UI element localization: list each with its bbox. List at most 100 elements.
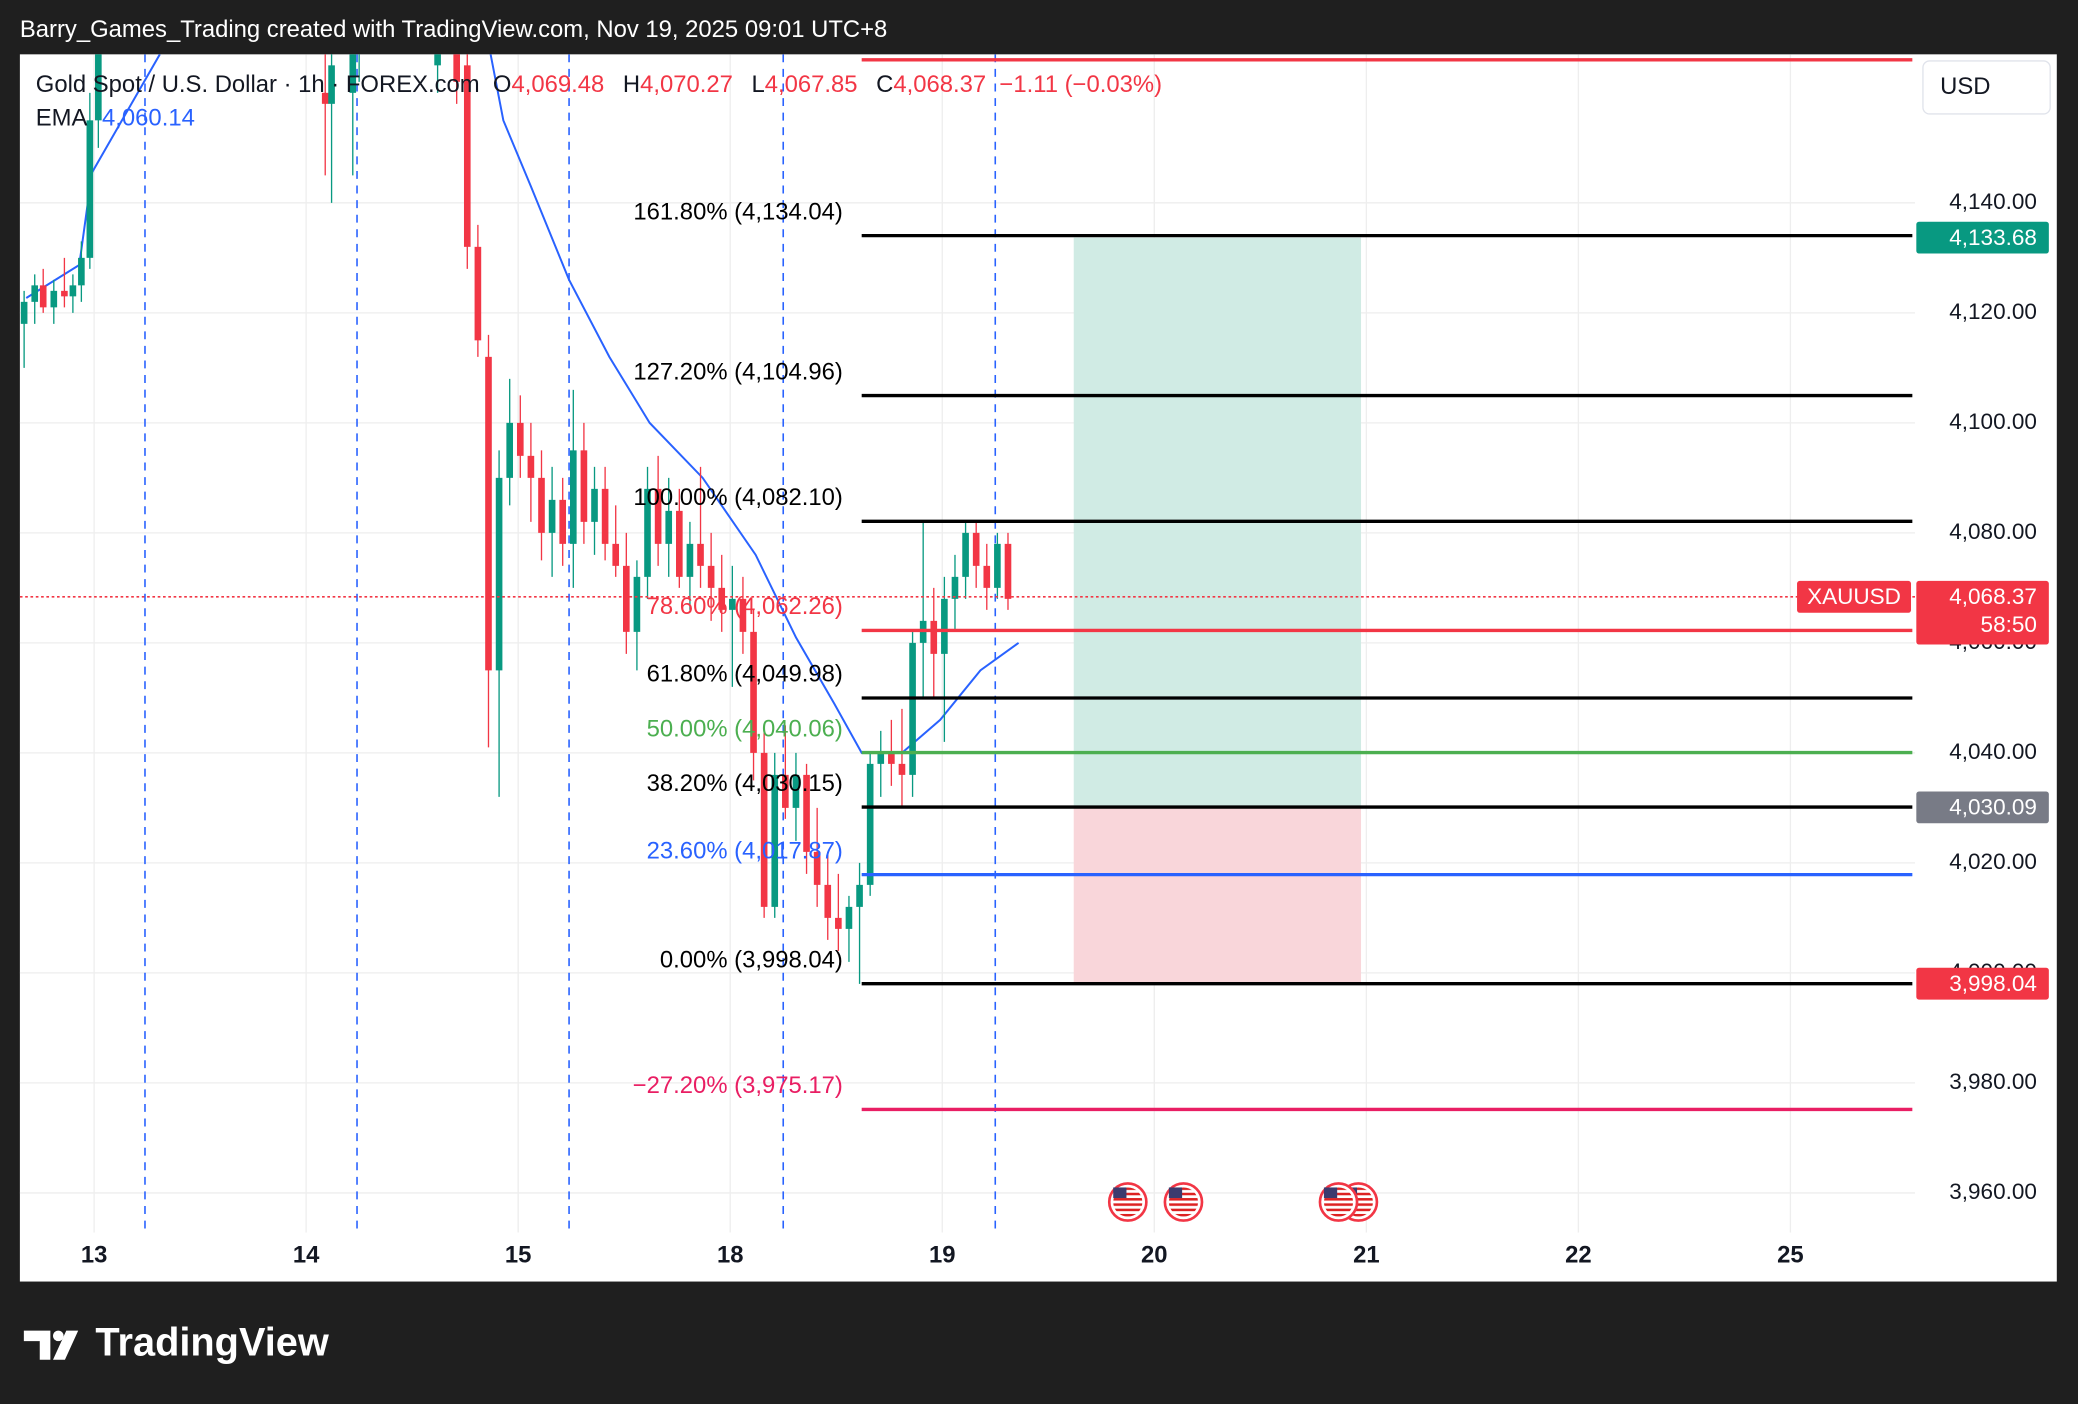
legend-value: 4,070.27 <box>640 71 733 98</box>
header-credit: Barry_Games_Trading created with Trading… <box>20 16 887 43</box>
currency: USD <box>1940 73 1990 100</box>
x-tick-label: 20 <box>1141 1242 1168 1269</box>
x-tick-label: 22 <box>1565 1242 1592 1269</box>
y-tick-label: 4,100.00 <box>1949 409 2037 434</box>
fib-label: 100.00% (4,082.10) <box>633 484 842 511</box>
legend-symbol: Gold Spot / U.S. Dollar · 1h · FOREX.com <box>36 71 480 98</box>
fib-label: 38.20% (4,030.15) <box>647 770 843 797</box>
candle-body <box>686 543 694 577</box>
fib-label: −27.20% (3,975.17) <box>633 1072 843 1099</box>
candle-body <box>909 642 916 775</box>
candle-body <box>78 257 85 286</box>
fib-label: 161.80% (4,134.04) <box>633 198 842 225</box>
candle-body <box>31 285 39 302</box>
x-tick-label: 13 <box>81 1242 108 1269</box>
candle-body <box>877 752 885 764</box>
y-tick-label: 4,120.00 <box>1949 299 2037 324</box>
candle-body <box>665 510 673 544</box>
legend-value: 4,069.48 <box>511 71 604 98</box>
x-tick-label: 19 <box>929 1242 956 1269</box>
price-label-box <box>1916 791 2049 824</box>
candle-body <box>538 477 545 533</box>
last-price-label: 4,068.37 <box>1949 584 2037 609</box>
price-label-box <box>1916 221 2049 254</box>
y-tick-label: 3,960.00 <box>1949 1179 2037 1204</box>
position-loss <box>1073 807 1362 984</box>
fib-label: 50.00% (4,040.06) <box>647 715 843 742</box>
price-label: 4,133.68 <box>1949 225 2037 250</box>
price-label-box <box>1916 967 2049 1000</box>
countdown: 58:50 <box>1981 612 2037 637</box>
candle-body <box>697 543 704 566</box>
candle-body <box>453 54 460 82</box>
candle-body <box>729 598 736 610</box>
candle-body <box>803 774 810 852</box>
legend-change: −1.11 (−0.03%) <box>999 71 1162 98</box>
fib-label: 23.60% (4,017.87) <box>647 837 843 864</box>
candle-body <box>739 598 747 632</box>
legend-value: 4,067.85 <box>765 71 858 98</box>
candle-body <box>888 752 895 764</box>
candle-body <box>516 422 524 456</box>
candle-body <box>95 54 102 121</box>
candle-body <box>824 884 832 918</box>
candle-body <box>983 565 991 588</box>
candle-body <box>644 488 651 577</box>
fib-label: 0.00% (3,998.04) <box>660 946 843 973</box>
x-tick-label: 15 <box>505 1242 532 1269</box>
candle-body <box>845 906 853 929</box>
y-tick-label: 4,040.00 <box>1949 739 2037 764</box>
candle-body <box>349 54 357 93</box>
event-flag <box>1107 1182 1148 1222</box>
legend-key: H <box>623 71 640 98</box>
candle-body <box>20 301 28 324</box>
candle-body <box>50 290 58 308</box>
event-flag <box>1318 1182 1359 1222</box>
x-tick-label: 18 <box>717 1242 744 1269</box>
candle-body <box>580 450 588 522</box>
candle-body <box>750 631 757 753</box>
price-label: 4,030.09 <box>1949 795 2037 820</box>
candle-body <box>951 576 959 599</box>
candle-body <box>972 532 980 566</box>
candle-body <box>760 752 768 907</box>
fib-label: 127.20% (4,104.96) <box>633 358 842 385</box>
fib-label: 78.60% (4,062.26) <box>647 593 843 620</box>
candle-body <box>994 543 1001 588</box>
candle-body <box>591 488 598 522</box>
candle-body <box>69 285 77 297</box>
fib-label: 61.80% (4,049.98) <box>647 661 843 688</box>
candle-body <box>941 598 948 654</box>
x-tick-label: 25 <box>1777 1242 1804 1269</box>
candle-body <box>485 356 492 671</box>
candle-body <box>771 774 779 907</box>
candle-body <box>86 120 94 258</box>
candle-body <box>612 543 620 566</box>
candle-body <box>328 65 335 104</box>
footer-brand: TradingView <box>95 1321 328 1365</box>
candle-body <box>718 587 726 610</box>
candle-body <box>782 774 789 808</box>
candle-body <box>623 565 630 632</box>
ema-name: EMA <box>36 105 88 132</box>
y-tick-label: 4,080.00 <box>1949 519 2037 544</box>
candle-body <box>559 499 567 544</box>
candle-body <box>962 532 969 577</box>
candle-body <box>527 455 535 478</box>
candle-body <box>548 499 556 533</box>
candle-body <box>676 510 683 577</box>
currency-box <box>1922 60 2051 115</box>
x-tick-label: 14 <box>293 1242 320 1269</box>
footer-logo: TradingView <box>23 1321 329 1365</box>
candle-body <box>792 774 800 808</box>
candle-body <box>39 285 47 308</box>
candle-body <box>707 565 715 588</box>
legend: Gold Spot / U.S. Dollar · 1h · FOREX.com… <box>36 71 1162 98</box>
candle-body <box>856 884 863 907</box>
price-label: 3,998.04 <box>1949 971 2037 996</box>
legend-key: C <box>876 71 893 98</box>
last-price-box <box>1916 580 2049 645</box>
candle-body <box>495 477 503 671</box>
